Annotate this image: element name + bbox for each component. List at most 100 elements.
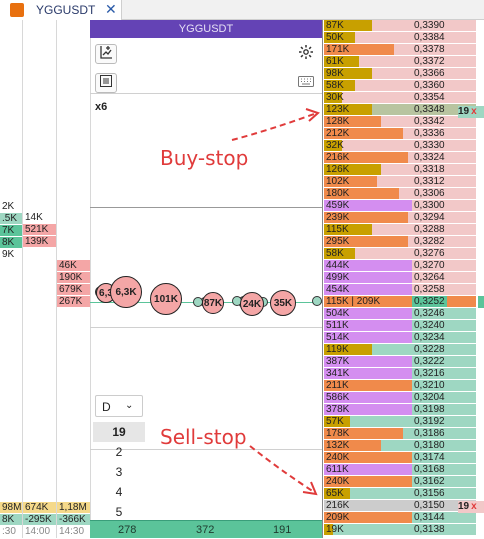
ladder-row[interactable]: 209K 0,3144 bbox=[324, 512, 476, 523]
tab-title: YGGUSDT bbox=[36, 3, 96, 17]
ladder-row[interactable]: 57K 0,3192 bbox=[324, 416, 476, 427]
volume-bar bbox=[324, 380, 412, 391]
add-indicator-button[interactable] bbox=[95, 44, 117, 64]
ladder-row[interactable]: 454K 0,3258 bbox=[324, 284, 476, 295]
volume-value: 171K bbox=[326, 44, 350, 55]
ladder-row[interactable]: 444K 0,3270 bbox=[324, 260, 476, 271]
stop-marker-bottom[interactable]: 19 x bbox=[458, 501, 484, 513]
price-value: 0,3264 bbox=[414, 272, 445, 283]
ladder-row[interactable]: 180K 0,3306 bbox=[324, 188, 476, 199]
volume-value: 295K bbox=[326, 236, 350, 247]
price-value: 0,3246 bbox=[414, 308, 445, 319]
volume-bar bbox=[324, 416, 350, 427]
price-value: 0,3234 bbox=[414, 332, 445, 343]
volume-bar bbox=[324, 476, 412, 487]
volume-bar bbox=[324, 428, 403, 439]
volume-bar bbox=[324, 368, 412, 379]
cluster-total: 98M bbox=[0, 502, 22, 513]
ladder-row[interactable]: 50K 0,3384 bbox=[324, 32, 476, 43]
price-value: 0,3276 bbox=[414, 248, 445, 259]
price-value: 0,3348 bbox=[414, 104, 445, 115]
volume-value: 240K bbox=[326, 452, 350, 463]
timeframe-option[interactable]: 3 bbox=[115, 465, 123, 479]
volume-value: 611K bbox=[326, 464, 349, 475]
volume-bar bbox=[324, 344, 372, 355]
volume-bar bbox=[324, 404, 412, 415]
ladder-row[interactable]: 171K 0,3378 bbox=[324, 44, 476, 55]
price-value: 0,3360 bbox=[414, 80, 445, 91]
ladder-row[interactable]: 123K 0,3348 bbox=[324, 104, 476, 115]
ladder-row[interactable]: 128K 0,3342 bbox=[324, 116, 476, 127]
cluster-cell: 7K bbox=[0, 225, 22, 236]
ladder-row[interactable]: 102K 0,3312 bbox=[324, 176, 476, 187]
price-value: 0,3144 bbox=[414, 512, 445, 523]
grid-line bbox=[90, 93, 322, 94]
timeframe-option[interactable]: 2 bbox=[115, 445, 123, 459]
timeframe-option[interactable]: 4 bbox=[115, 485, 123, 499]
remove-stop-icon[interactable]: x bbox=[471, 106, 477, 117]
ladder-row[interactable]: 58K 0,3360 bbox=[324, 80, 476, 91]
ladder-row[interactable]: 132K 0,3180 bbox=[324, 440, 476, 451]
price-value: 0,3168 bbox=[414, 464, 445, 475]
tab-yggusdt[interactable]: YGGUSDT ✕ bbox=[0, 0, 122, 20]
ladder-row[interactable]: 178K 0,3186 bbox=[324, 428, 476, 439]
ladder-row[interactable]: 32K 0,3330 bbox=[324, 140, 476, 151]
ladder-row[interactable]: 58K 0,3276 bbox=[324, 248, 476, 259]
ladder-row[interactable]: 65K 0,3156 bbox=[324, 488, 476, 499]
ladder-row[interactable]: 504K 0,3246 bbox=[324, 308, 476, 319]
price-value: 0,3210 bbox=[414, 380, 445, 391]
ladder-border bbox=[322, 20, 323, 538]
volume-value: 341K bbox=[326, 368, 350, 379]
ladder-row[interactable]: 216K 0,3324 bbox=[324, 152, 476, 163]
sell-stop-annotation: Sell-stop bbox=[160, 425, 247, 449]
ladder-row[interactable]: 212K 0,3336 bbox=[324, 128, 476, 139]
list-button[interactable] bbox=[95, 73, 117, 93]
ladder-row[interactable]: 216K 0,3150 bbox=[324, 500, 476, 511]
ladder-row[interactable]: 115K 0,3288 bbox=[324, 224, 476, 235]
volume-value: 87K bbox=[326, 20, 344, 31]
ladder-row[interactable]: 240K 0,3174 bbox=[324, 452, 476, 463]
timeframe-select[interactable]: D ⌄ bbox=[95, 395, 143, 417]
ladder-row[interactable]: 611K 0,3168 bbox=[324, 464, 476, 475]
ladder-row[interactable]: 87K 0,3390 bbox=[324, 20, 476, 31]
volume-bar bbox=[324, 440, 381, 451]
volume-bar bbox=[324, 104, 372, 115]
ladder-row[interactable]: 239K 0,3294 bbox=[324, 212, 476, 223]
volume-value: 216K bbox=[326, 152, 350, 163]
keyboard-icon[interactable] bbox=[298, 76, 314, 90]
ladder-row[interactable]: 211K 0,3210 bbox=[324, 380, 476, 391]
timeframe-option[interactable]: 19 bbox=[93, 422, 145, 442]
volume-bar bbox=[324, 188, 399, 199]
ladder-row[interactable]: 459K 0,3300 bbox=[324, 200, 476, 211]
price-value: 0,3198 bbox=[414, 404, 445, 415]
close-icon[interactable]: ✕ bbox=[105, 1, 117, 17]
ladder-row[interactable]: 61K 0,3372 bbox=[324, 56, 476, 67]
ladder-row[interactable]: 30K 0,3354 bbox=[324, 92, 476, 103]
remove-stop-icon[interactable]: x bbox=[471, 501, 477, 512]
ladder-row[interactable]: 499K 0,3264 bbox=[324, 272, 476, 283]
volume-value: 209K bbox=[326, 512, 350, 523]
timeframe-option[interactable]: 5 bbox=[115, 505, 123, 519]
volume-value: 57K bbox=[326, 416, 344, 427]
settings-button[interactable] bbox=[295, 44, 317, 64]
ladder-row[interactable]: 387K 0,3222 bbox=[324, 356, 476, 367]
ladder-row[interactable]: 295K 0,3282 bbox=[324, 236, 476, 247]
ladder-row[interactable]: 341K 0,3216 bbox=[324, 368, 476, 379]
ladder-row[interactable]: 378K 0,3198 bbox=[324, 404, 476, 415]
cluster-cell: 679K bbox=[57, 284, 90, 295]
price-value: 0,3390 bbox=[414, 20, 445, 31]
ladder-row[interactable]: 19K 0,3138 bbox=[324, 524, 476, 535]
ladder-row[interactable]: 586K 0,3204 bbox=[324, 392, 476, 403]
volume-value: 211K bbox=[326, 380, 349, 391]
volume-value: 65K bbox=[326, 488, 344, 499]
ladder-row[interactable]: 119K 0,3228 bbox=[324, 344, 476, 355]
ladder-row[interactable]: 240K 0,3162 bbox=[324, 476, 476, 487]
ladder-row[interactable]: 98K 0,3366 bbox=[324, 68, 476, 79]
ladder-row[interactable]: 511K 0,3240 bbox=[324, 320, 476, 331]
chart-add-icon bbox=[100, 46, 112, 59]
stop-marker-top[interactable]: 19 x bbox=[458, 106, 484, 118]
ladder-row[interactable]: 126K 0,3318 bbox=[324, 164, 476, 175]
ladder-row[interactable]: 514K 0,3234 bbox=[324, 332, 476, 343]
price-value: 0,3366 bbox=[414, 68, 445, 79]
ladder-row[interactable]: 115K | 209K 0,3252 bbox=[324, 296, 476, 307]
